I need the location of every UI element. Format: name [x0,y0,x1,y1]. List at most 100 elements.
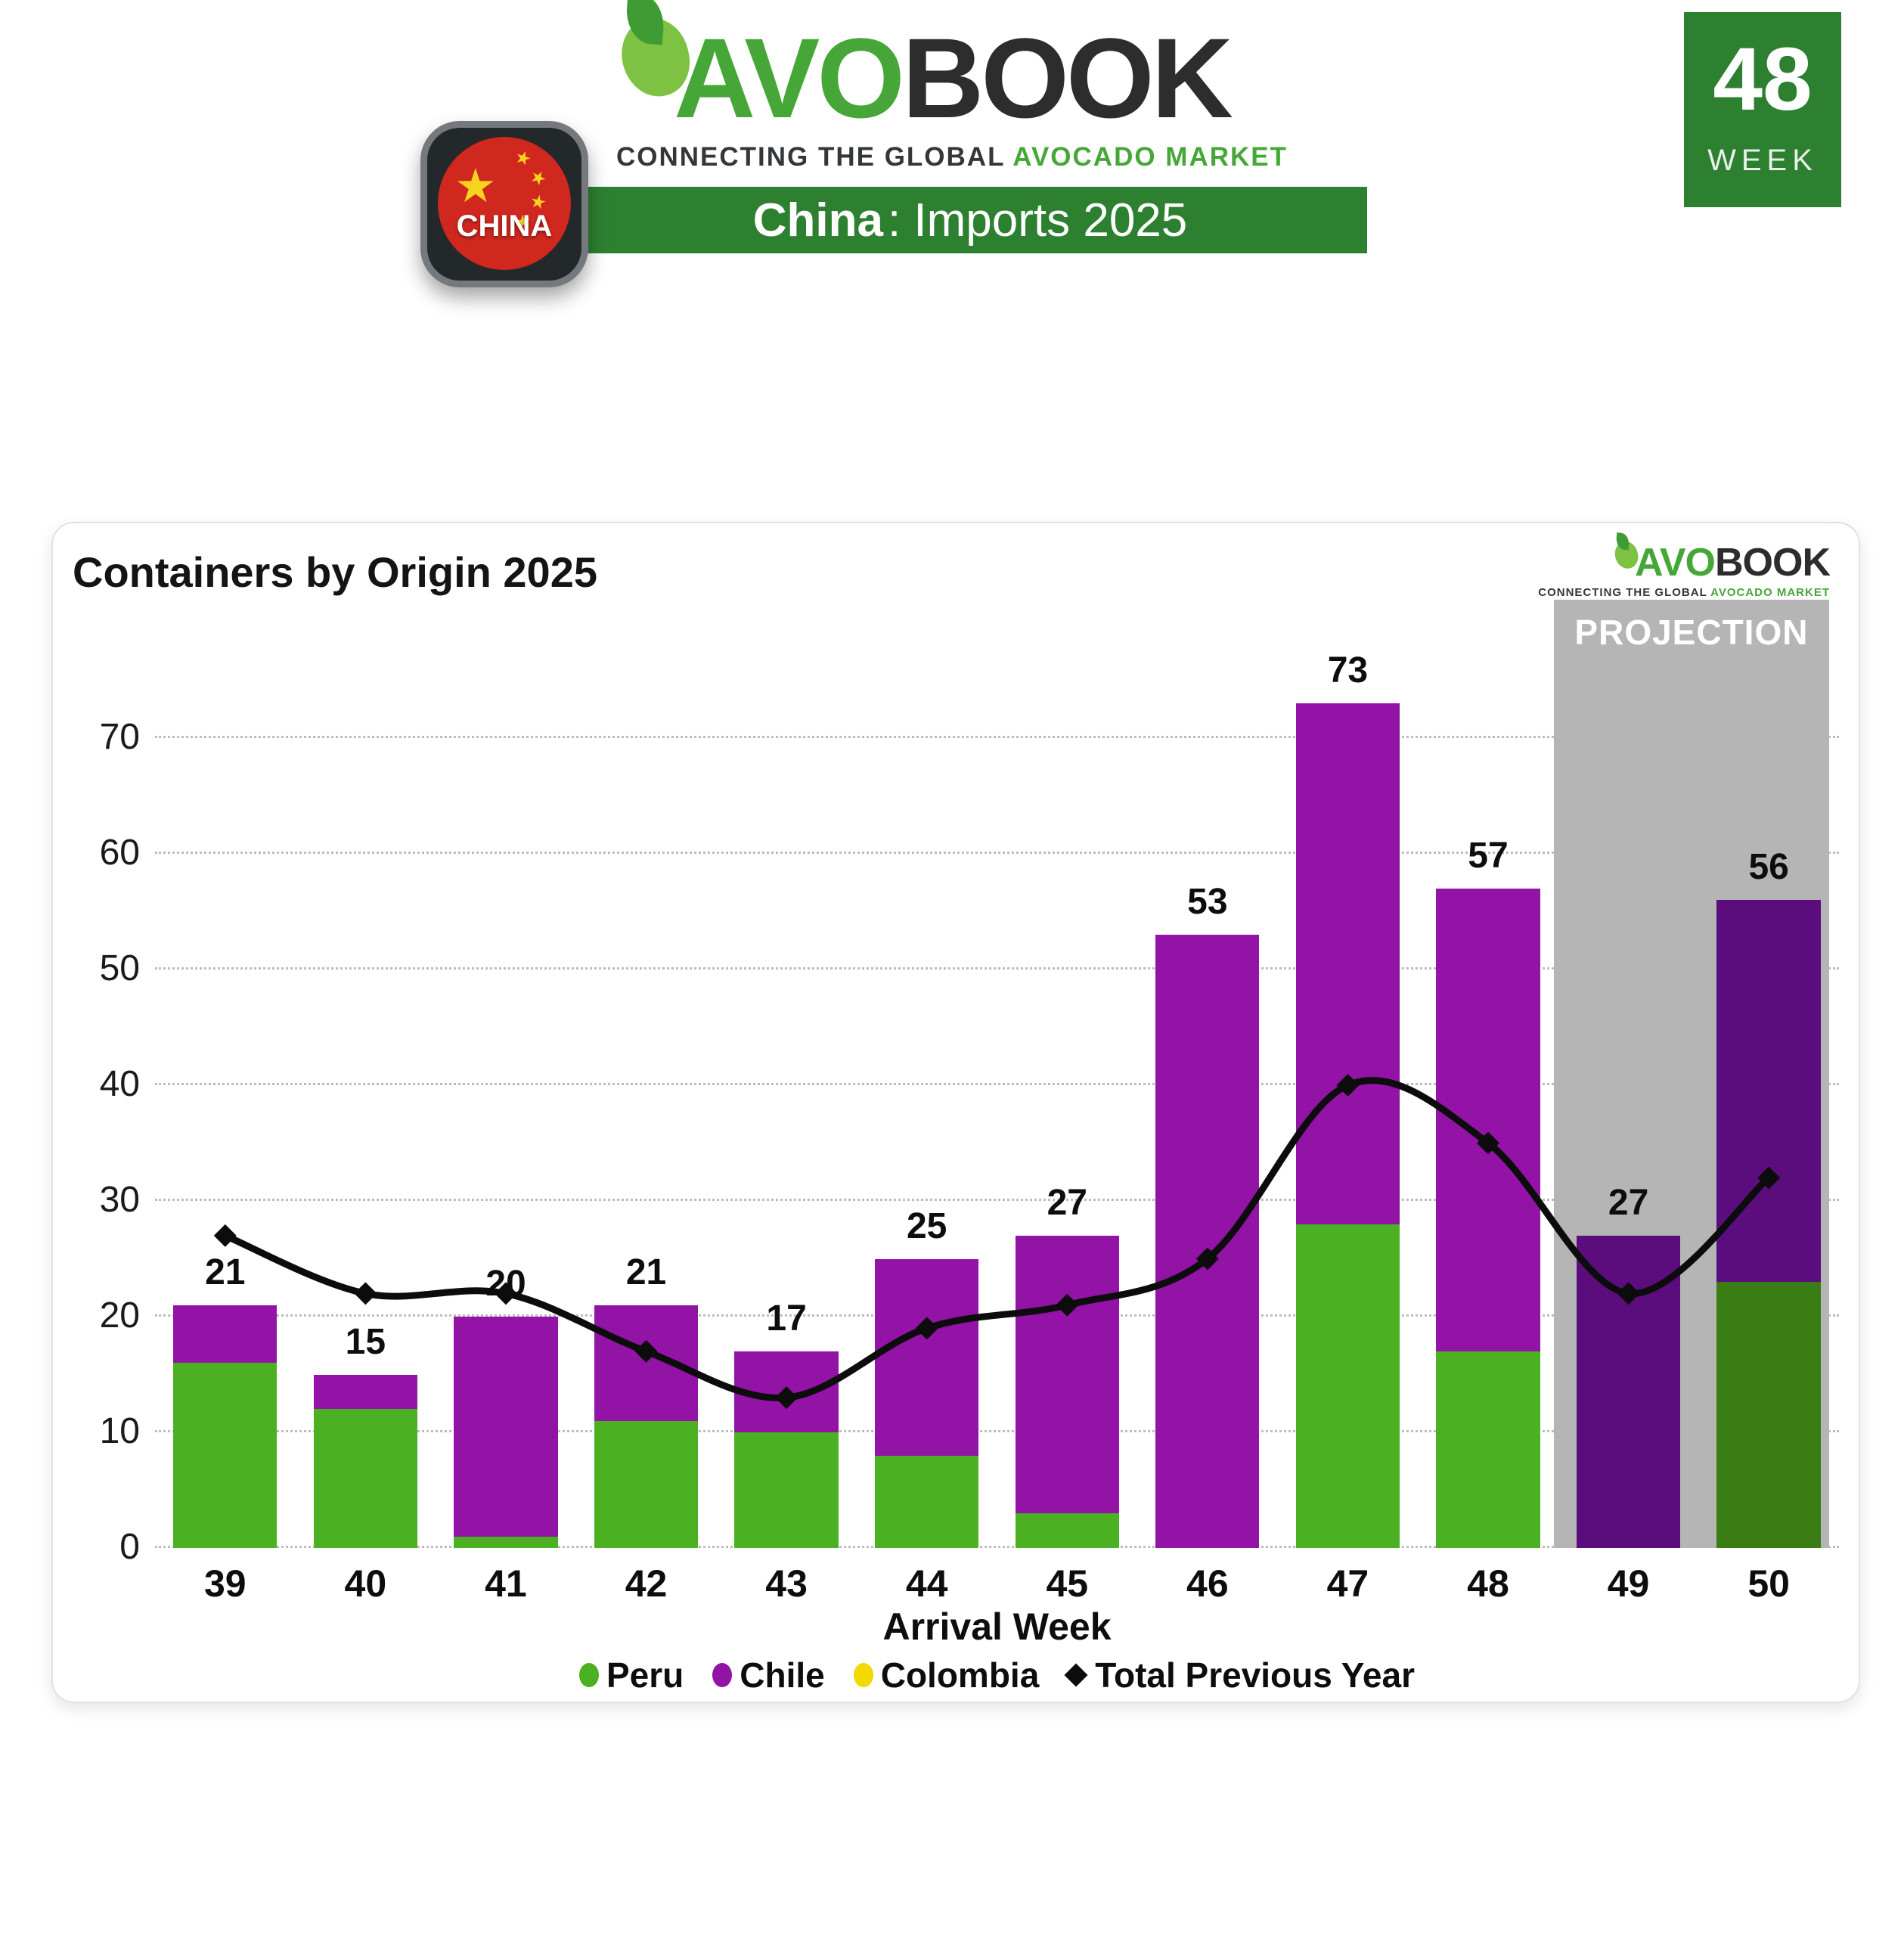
bar-segment-chile-week-39 [173,1305,278,1364]
chart-legend: Peru Chile Colombia Total Previous Year [155,1655,1839,1696]
column-week-44: 25 44 [857,657,997,1605]
logo-tagline-dark: CONNECTING THE GLOBAL [616,142,1005,172]
chart-title: Containers by Origin 2025 [73,548,597,596]
y-tick-label-20: 20 [99,1295,140,1336]
bar-segment-chile-week-47 [1295,703,1400,1224]
china-flag-icon: ★ ★ ★ ★ ★ CHINA [438,137,571,270]
bar-total-label-week-39: 21 [205,1252,246,1292]
dot-marker-icon [712,1663,733,1687]
bar-total-label-week-45: 27 [1047,1182,1087,1223]
week-badge: 48 WEEK [1684,12,1841,207]
bar-segment-peru-week-40 [313,1409,418,1548]
bar-segment-chile-week-42 [594,1305,699,1421]
bar-segment-peru-week-44 [875,1455,979,1548]
bar-columns: 21 39 15 40 20 41 21 42 17 43 25 44 27 45 53 46 73 47 57 48… [155,650,1839,1605]
x-tick-label-44: 44 [905,1562,948,1605]
card-avobook-logo: AVOBOOK CONNECTING THE GLOBAL AVOCADO MA… [1538,532,1831,598]
plot-area: PROJECTION 21 39 15 40 20 41 21 42 17 43 25 44 27 45 5… [100,600,1839,1605]
column-week-41: 20 41 [436,657,576,1605]
bar-total-label-week-40: 15 [345,1321,386,1362]
x-tick-label-43: 43 [765,1562,808,1605]
bar-segment-peru-week-41 [454,1536,558,1548]
report-title-banner: China: Imports 2025 [573,187,1367,253]
legend-item-colombia: Colombia [853,1655,1040,1696]
bar-segment-peru-week-43 [734,1432,839,1548]
gridline-60 [155,852,1839,855]
column-week-50: 56 50 [1698,657,1839,1605]
flag-star-icon: ★ [454,160,497,213]
column-week-45: 27 45 [997,657,1137,1605]
gridline-10 [155,1430,1839,1433]
y-tick-label-30: 30 [99,1180,140,1221]
column-week-47: 73 47 [1278,650,1419,1605]
dot-marker-icon [853,1663,873,1687]
legend-label: Colombia [880,1655,1040,1695]
bar-segment-chile-week-40 [313,1374,418,1410]
legend-item-chile: Chile [712,1655,825,1696]
x-tick-label-42: 42 [625,1562,668,1605]
card-tagline-dark: CONNECTING THE GLOBAL [1538,586,1707,599]
legend-item-total-previous-year: Total Previous Year [1064,1655,1415,1696]
china-flag-badge: ★ ★ ★ ★ ★ CHINA [420,121,588,287]
week-label: WEEK [1707,144,1818,177]
x-tick-label-40: 40 [344,1562,387,1605]
card-logo-tagline: CONNECTING THE GLOBAL AVOCADO MARKET [1538,587,1830,598]
column-week-46: 53 46 [1137,657,1278,1605]
logo-text-book: BOOK [901,14,1233,141]
bar-total-label-week-48: 57 [1468,835,1509,876]
leaf-icon [624,0,666,45]
bar-segment-peru-week-50 [1716,1282,1821,1548]
column-week-40: 15 40 [296,657,436,1605]
column-week-42: 21 42 [576,657,717,1605]
column-week-48: 57 48 [1418,657,1558,1605]
card-logo-avo: AVO [1635,541,1716,585]
week-number: 48 [1713,29,1813,129]
x-tick-label-48: 48 [1467,1562,1509,1605]
bar-segment-chile-week-43 [734,1351,839,1433]
bar-segment-chile-week-46 [1155,935,1260,1548]
x-tick-label-45: 45 [1046,1562,1089,1605]
y-tick-label-0: 0 [119,1527,140,1567]
bar-segment-peru-week-45 [1015,1513,1119,1548]
gridline-0 [155,1546,1839,1548]
column-week-39: 21 39 [155,657,296,1605]
x-tick-label-46: 46 [1186,1562,1229,1605]
bar-segment-peru-week-48 [1436,1351,1540,1548]
flag-country-label: CHINA [456,209,553,243]
x-tick-label-49: 49 [1607,1562,1650,1605]
card-logo-book: BOOK [1715,541,1831,585]
diamond-marker-icon [1064,1663,1088,1687]
bar-total-label-week-42: 21 [625,1252,667,1292]
bar-segment-chile-week-50 [1716,900,1821,1283]
legend-label: Chile [740,1655,825,1695]
x-tick-label-41: 41 [485,1562,527,1605]
banner-country: China [752,194,883,247]
bar-segment-chile-week-45 [1015,1235,1119,1514]
y-tick-label-70: 70 [99,717,140,758]
flag-star-icon: ★ [526,165,550,191]
logo-tagline-green: AVOCADO MARKET [1012,142,1288,172]
bar-total-label-week-43: 17 [766,1298,807,1339]
logo-text-avo: AVO [674,14,905,141]
gridline-70 [155,736,1839,739]
y-tick-label-50: 50 [99,948,140,989]
dot-marker-icon [578,1663,599,1687]
legend-label: Total Previous Year [1095,1655,1415,1695]
logo-tagline: CONNECTING THE GLOBAL AVOCADO MARKET [616,142,1288,172]
bar-total-label-week-46: 53 [1187,882,1228,923]
bar-segment-chile-week-49 [1576,1235,1681,1548]
column-week-49: 27 49 [1558,657,1699,1605]
bar-segment-chile-week-41 [454,1317,558,1537]
y-tick-label-60: 60 [99,833,140,873]
y-tick-label-40: 40 [99,1064,140,1105]
x-tick-label-39: 39 [203,1562,247,1605]
bar-segment-chile-week-44 [875,1258,979,1456]
x-axis-title: Arrival Week [882,1606,1112,1648]
x-tick-label-47: 47 [1326,1562,1369,1605]
bar-total-label-week-50: 56 [1748,847,1789,888]
gridline-50 [155,967,1839,970]
card-tagline-green: AVOCADO MARKET [1710,586,1830,599]
flag-star-icon: ★ [512,146,535,171]
legend-label: Peru [606,1655,684,1695]
